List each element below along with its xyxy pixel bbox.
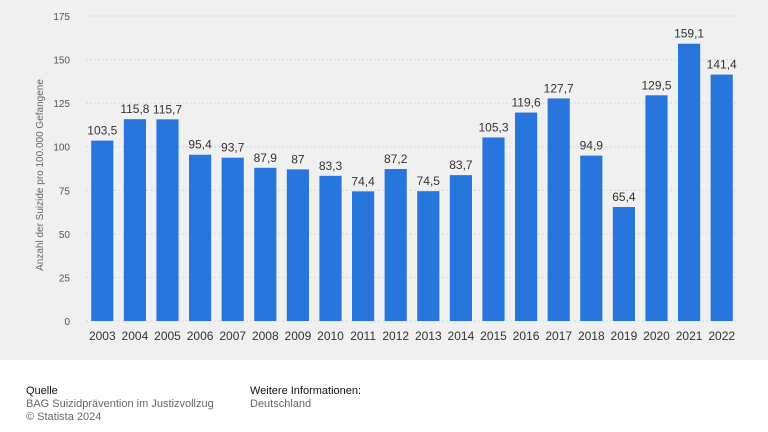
value-label: 119,6 [512, 96, 541, 110]
value-label: 94,9 [580, 139, 604, 153]
value-label: 87,2 [384, 152, 408, 166]
bar [417, 191, 440, 321]
x-tick-label: 2003 [89, 329, 116, 343]
x-tick-label: 2014 [448, 329, 475, 343]
x-tick-label: 2011 [350, 329, 376, 343]
bar [352, 191, 375, 321]
x-tick-label: 2010 [317, 329, 344, 343]
y-tick-label: 50 [59, 230, 71, 241]
y-tick-label: 175 [53, 12, 70, 23]
source-block: Quelle BAG Suizidprävention im Justizvol… [26, 385, 214, 424]
bar [612, 207, 635, 321]
value-label: 95,4 [188, 138, 212, 152]
x-tick-label: 2005 [154, 329, 181, 343]
value-label: 83,3 [319, 159, 343, 173]
x-tick-label: 2012 [382, 329, 409, 343]
x-tick-label: 2009 [285, 329, 312, 343]
value-label: 127,7 [544, 81, 574, 95]
value-label: 115,7 [153, 102, 182, 116]
bar [678, 43, 701, 322]
gridlines [86, 15, 738, 322]
x-tick-label: 2017 [545, 329, 572, 343]
x-axis-ticks: 2003 2004 2005 2006 2007 2008 2009 2010 2011 2012… [89, 329, 735, 343]
bar [156, 119, 179, 321]
x-tick-label: 2008 [252, 329, 279, 343]
bar [221, 157, 244, 321]
x-tick-label: 2020 [643, 329, 670, 343]
value-label: 83,7 [449, 158, 473, 172]
x-tick-label: 2021 [676, 329, 703, 343]
y-tick-label: 0 [64, 317, 70, 328]
value-label: 115,8 [120, 102, 149, 116]
bar [547, 98, 570, 322]
bar [254, 167, 277, 321]
value-label: 74,5 [417, 174, 441, 188]
x-tick-label: 2022 [708, 329, 735, 343]
value-label: 87 [291, 152, 305, 166]
value-label: 93,7 [221, 141, 245, 155]
bar [482, 137, 505, 321]
y-axis-ticks: 0 25 50 75 100 125 150 175 [53, 12, 70, 328]
info-region: Deutschland [250, 398, 312, 410]
source-name: BAG Suizidprävention im Justizvollzug [26, 398, 214, 410]
x-tick-label: 2018 [578, 329, 605, 343]
y-tick-label: 75 [59, 186, 71, 197]
bar [189, 154, 212, 321]
x-tick-label: 2016 [513, 329, 540, 343]
bar [645, 95, 668, 321]
x-tick-label: 2007 [219, 329, 246, 343]
source-title: Quelle [26, 385, 58, 397]
x-tick-label: 2013 [415, 329, 442, 343]
value-label: 129,5 [641, 78, 671, 92]
x-tick-label: 2019 [611, 329, 638, 343]
x-tick-label: 2006 [187, 329, 214, 343]
bar [286, 169, 309, 321]
copyright: © Statista 2024 [26, 411, 102, 423]
y-tick-label: 25 [59, 273, 71, 284]
value-label: 105,3 [478, 120, 508, 134]
value-label: 141,4 [707, 58, 737, 72]
info-block: Weitere Informationen: Deutschland [250, 385, 361, 411]
bar [580, 155, 603, 321]
bar [449, 175, 472, 321]
value-label: 87,9 [254, 151, 278, 165]
value-label: 74,4 [351, 174, 375, 188]
bar [91, 140, 114, 321]
chart-area: 0 25 50 75 100 125 150 175 103,5 115,8 115,7 95,4 9… [0, 0, 768, 360]
value-label: 65,4 [612, 190, 636, 204]
bar [515, 112, 538, 321]
info-title: Weitere Informationen: [250, 385, 362, 397]
bar [710, 74, 733, 321]
bar [123, 119, 146, 321]
bars [91, 43, 733, 322]
x-tick-label: 2015 [480, 329, 507, 343]
value-label: 159,1 [674, 27, 704, 41]
x-tick-label: 2004 [122, 329, 149, 343]
bar [319, 175, 342, 321]
y-tick-label: 125 [53, 99, 70, 110]
y-tick-label: 150 [53, 56, 70, 67]
y-tick-label: 100 [53, 143, 70, 154]
bar [384, 169, 407, 321]
y-axis-label: Anzahl der Suizide pro 100.000 Gefangene [35, 79, 46, 271]
value-label: 103,5 [87, 124, 117, 138]
